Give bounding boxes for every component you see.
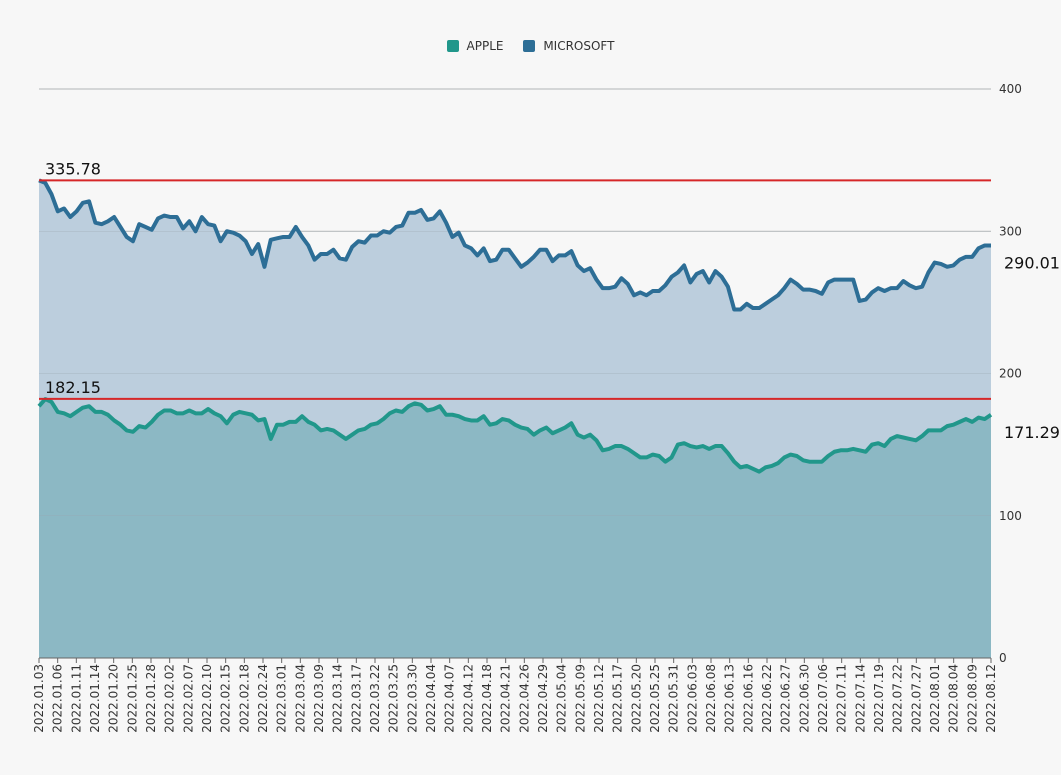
x-tick-label: 2022.06.30 [797, 664, 811, 733]
y-tick-label: 0 [999, 651, 1007, 665]
legend-swatch-microsoft [523, 40, 536, 52]
x-tick-label: 2022.02.24 [256, 664, 270, 733]
x-tick-label: 2022.05.31 [667, 664, 681, 733]
x-tick-label: 2022.05.25 [648, 664, 662, 733]
x-tick-label: 2022.06.16 [741, 664, 755, 733]
x-tick-label: 2022.07.19 [872, 664, 886, 733]
x-tick-label: 2022.03.09 [312, 664, 326, 733]
x-tick-label: 2022.08.04 [947, 664, 961, 733]
y-tick-label: 400 [999, 82, 1022, 96]
x-tick-label: 2022.04.12 [461, 664, 475, 733]
x-tick-label: 2022.07.06 [816, 664, 830, 733]
line-apple [37, 397, 993, 474]
x-tick-label: 2022.07.11 [835, 664, 849, 733]
x-tick-label: 2022.06.03 [685, 664, 699, 733]
x-tick-label: 2022.07.14 [853, 664, 867, 733]
x-tick-label: 2022.02.18 [237, 664, 251, 733]
x-tick-label: 2022.04.07 [443, 664, 457, 733]
x-tick-label: 2022.05.04 [555, 664, 569, 733]
x-tick-label: 2022.02.02 [163, 664, 177, 733]
area-apple [39, 399, 991, 658]
reference-line-label: 182.15 [45, 378, 101, 397]
x-tick-label: 2022.01.14 [88, 664, 102, 733]
x-tick-label: 2022.08.09 [965, 664, 979, 733]
x-tick-label: 2022.01.20 [107, 664, 121, 733]
x-tick-label: 2022.07.22 [891, 664, 905, 733]
x-tick-label: 2022.03.17 [349, 664, 363, 733]
x-tick-label: 2022.04.26 [517, 664, 531, 733]
x-tick-label: 2022.02.10 [200, 664, 214, 733]
line-microsoft [38, 178, 992, 312]
x-tick-label: 2022.05.17 [611, 664, 625, 733]
x-tick-label: 2022.03.30 [405, 664, 419, 733]
end-value-label: 171.29 [1004, 423, 1060, 442]
x-tick-label: 2022.05.12 [592, 664, 606, 733]
x-tick-label: 2022.04.29 [536, 664, 550, 733]
chart-legend: APPLE MICROSOFT [0, 39, 1061, 55]
legend-item-apple[interactable]: APPLE [446, 39, 504, 53]
y-tick-label: 300 [999, 224, 1022, 238]
y-tick-label: 100 [999, 509, 1022, 523]
reference-line-label: 335.78 [45, 159, 101, 178]
x-tick-label: 2022.03.01 [275, 664, 289, 733]
x-tick-label: 2022.05.09 [573, 664, 587, 733]
x-tick-label: 2022.06.22 [760, 664, 774, 733]
x-tick-label: 2022.01.03 [32, 664, 46, 733]
x-tick-label: 2022.08.12 [984, 664, 998, 733]
x-tick-label: 2022.01.25 [125, 664, 139, 733]
x-tick-label: 2022.05.20 [629, 664, 643, 733]
legend-swatch-apple [446, 40, 459, 52]
x-tick-label: 2022.01.11 [69, 664, 83, 733]
x-tick-label: 2022.03.14 [331, 664, 345, 733]
x-tick-label: 2022.04.04 [424, 664, 438, 733]
x-tick-label: 2022.07.27 [909, 664, 923, 733]
x-tick-label: 2022.01.28 [144, 664, 158, 733]
y-tick-label: 200 [999, 367, 1022, 381]
legend-label-apple: APPLE [466, 39, 504, 53]
x-tick-label: 2022.03.22 [368, 664, 382, 733]
end-value-label: 290.01 [1004, 253, 1060, 272]
x-tick-label: 2022.04.21 [499, 664, 513, 733]
x-tick-label: 2022.03.04 [293, 664, 307, 733]
x-tick-label: 2022.04.18 [480, 664, 494, 733]
legend-item-microsoft[interactable]: MICROSOFT [523, 39, 614, 53]
x-tick-label: 2022.01.06 [51, 664, 65, 733]
x-tick-label: 2022.06.13 [723, 664, 737, 733]
x-tick-label: 2022.06.08 [704, 664, 718, 733]
x-tick-label: 2022.06.27 [779, 664, 793, 733]
x-tick-label: 2022.02.15 [219, 664, 233, 733]
legend-label-microsoft: MICROSOFT [543, 39, 615, 53]
x-tick-label: 2022.03.25 [387, 664, 401, 733]
x-tick-label: 2022.02.07 [181, 664, 195, 733]
x-tick-label: 2022.08.01 [928, 664, 942, 733]
